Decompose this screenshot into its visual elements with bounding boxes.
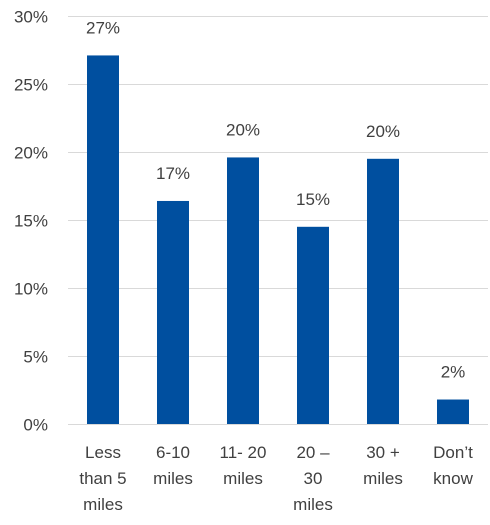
bar [297,226,329,424]
category-label-line: than 5 [79,469,126,488]
y-tick-label: 25% [14,76,48,95]
data-label: 15% [296,190,330,209]
y-tick-label: 10% [14,280,48,299]
bar [227,157,259,424]
category-label-line: miles [83,495,123,514]
data-label: 17% [156,164,190,183]
category-label: 11- 20 miles [220,443,267,488]
bar [367,158,399,425]
bars [87,55,469,425]
category-label-line: Don’t [433,443,473,462]
category-label-line: miles [363,469,403,488]
y-tick-label: 5% [23,348,48,367]
y-axis-tick-labels: 0% 5% 10% 15% 20% 25% 30% [14,8,48,435]
category-label-line: miles [153,469,193,488]
data-label: 20% [226,120,260,139]
bar [87,55,119,424]
category-label-line: miles [223,469,263,488]
y-tick-label: 20% [14,144,48,163]
data-label: 20% [366,122,400,141]
y-tick-label: 15% [14,212,48,231]
data-labels: 27% 17% 20% 15% 20% 2% [86,18,465,381]
category-label-line: Less [85,443,121,462]
y-tick-label: 0% [23,416,48,435]
category-label-line: 6-10 [156,443,190,462]
category-label-line: 11- 20 [220,443,267,462]
category-label: Don’t know [433,443,473,488]
category-label: 20 – 30 miles [293,443,333,514]
category-label: 30 + miles [363,443,403,488]
category-label: Less than 5 miles [79,443,126,514]
x-axis-category-labels: Less than 5 miles 6-10 miles 11- 20 miles 20 – 3… [79,443,473,514]
category-label-line: 30 [304,469,323,488]
gridlines [68,16,488,425]
category-label-line: 20 – [296,443,330,462]
category-label-line: 30 + [366,443,400,462]
data-label: 27% [86,18,120,37]
category-label-line: know [433,469,473,488]
category-label: 6-10 miles [153,443,193,488]
data-label: 2% [441,363,466,382]
y-tick-label: 30% [14,8,48,27]
bar [157,200,189,424]
category-label-line: miles [293,495,333,514]
bar [437,399,469,424]
